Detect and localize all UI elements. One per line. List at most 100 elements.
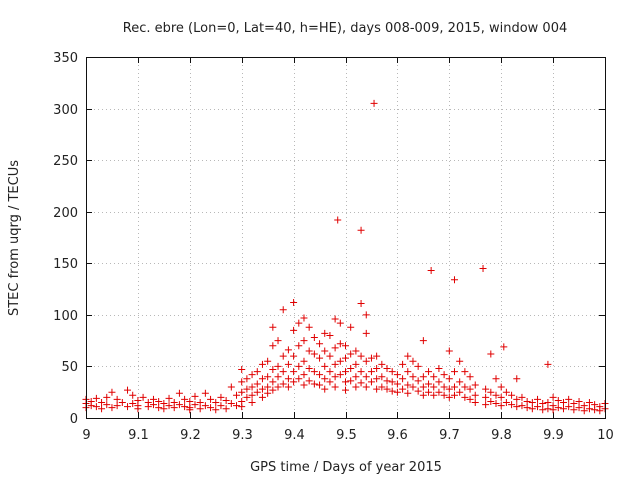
data-point (98, 405, 106, 413)
data-point (264, 389, 272, 397)
data-point (523, 397, 531, 405)
data-point (388, 368, 396, 376)
y-tick-label: 250 (53, 154, 78, 169)
data-point (409, 357, 417, 365)
data-point (165, 402, 173, 410)
y-tick-label: 0 (70, 412, 78, 427)
data-point (497, 393, 505, 401)
data-point (513, 375, 521, 383)
data-point (544, 405, 552, 413)
data-point (253, 380, 261, 388)
data-point (290, 298, 298, 306)
data-point (435, 388, 443, 396)
data-point (336, 371, 344, 379)
data-point (227, 400, 235, 408)
data-point (305, 323, 313, 331)
data-point (539, 400, 547, 408)
data-point (92, 394, 100, 402)
data-point (393, 388, 401, 396)
data-point (217, 402, 225, 410)
data-point (98, 399, 106, 407)
data-point (342, 342, 349, 350)
data-point (316, 340, 324, 348)
data-point (186, 397, 194, 405)
y-tick-label: 50 (61, 360, 78, 375)
data-point (450, 383, 458, 391)
data-point (295, 319, 303, 327)
y-tick-label: 300 (53, 103, 78, 118)
data-point (310, 350, 318, 358)
data-point (367, 378, 375, 386)
data-point (393, 371, 401, 379)
data-point (331, 360, 339, 368)
data-point (362, 311, 370, 319)
data-point (419, 373, 427, 381)
data-point (549, 406, 557, 414)
data-point (269, 342, 277, 350)
data-point (87, 402, 95, 410)
data-point (435, 364, 443, 372)
data-point (248, 383, 256, 391)
chart-title: Rec. ebre (Lon=0, Lat=40, h=HE), days 00… (123, 21, 567, 36)
data-point (445, 385, 453, 393)
data-points (82, 99, 609, 415)
data-point (528, 399, 536, 407)
data-point (129, 400, 137, 408)
x-tick-label: 9.8 (491, 428, 512, 443)
data-point (492, 375, 500, 383)
data-point (404, 368, 412, 376)
data-point (518, 402, 526, 410)
data-point (419, 383, 427, 391)
data-point (466, 373, 474, 381)
data-point (103, 393, 111, 401)
data-point (295, 342, 303, 350)
data-point (570, 406, 578, 414)
data-point (409, 373, 417, 381)
data-point (274, 383, 282, 391)
data-point (342, 386, 349, 394)
data-point (331, 344, 339, 352)
data-point (124, 403, 132, 411)
data-point (471, 399, 479, 407)
data-point (450, 276, 458, 284)
data-point (373, 375, 381, 383)
data-point (435, 378, 443, 386)
data-point (290, 352, 298, 360)
data-point (196, 399, 204, 407)
data-point (534, 403, 542, 411)
data-point (352, 347, 360, 355)
data-point (357, 352, 365, 360)
data-point (482, 401, 490, 409)
data-point (513, 395, 521, 403)
x-tick-label: 10 (597, 428, 614, 443)
data-point (279, 368, 287, 376)
data-point (248, 391, 256, 399)
x-tick-label: 9.6 (387, 428, 408, 443)
data-point (316, 371, 324, 379)
data-point (201, 402, 209, 410)
data-point (149, 401, 157, 409)
data-point (201, 389, 209, 397)
data-point (362, 329, 370, 337)
data-point (227, 383, 235, 391)
data-point (347, 350, 355, 358)
data-point (186, 406, 194, 414)
data-point (118, 399, 126, 407)
data-point (492, 400, 500, 408)
data-point (222, 396, 230, 404)
data-point (362, 357, 370, 365)
data-point (500, 343, 508, 351)
data-point (310, 380, 318, 388)
data-point (290, 378, 298, 386)
y-axis-label: STEC from uqrg / TECUs (7, 160, 22, 316)
data-point (523, 404, 531, 412)
data-point (404, 381, 412, 389)
data-point (124, 386, 132, 394)
data-point (92, 403, 100, 411)
data-point (103, 401, 111, 409)
data-point (238, 378, 246, 386)
data-point (248, 399, 256, 407)
data-point (445, 375, 453, 383)
x-tick-label: 9.9 (543, 428, 564, 443)
data-point (113, 402, 121, 410)
